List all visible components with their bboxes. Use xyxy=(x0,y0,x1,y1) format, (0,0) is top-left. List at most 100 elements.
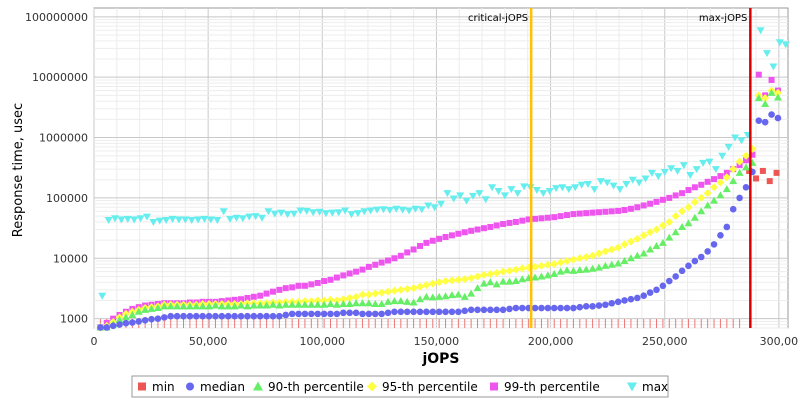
point-90-th-percentile xyxy=(626,254,635,262)
point-max xyxy=(347,211,356,219)
legend-entry: 90-th percentile xyxy=(253,380,364,394)
point-max xyxy=(206,216,215,224)
point-99-th-percentile xyxy=(295,282,302,289)
point-median xyxy=(314,310,322,318)
point-95-th-percentile xyxy=(633,234,642,243)
point-max xyxy=(756,27,765,35)
x-tick-label: 150,000 xyxy=(414,335,460,348)
x-tick-label: 100,000 xyxy=(300,335,346,348)
point-99-th-percentile xyxy=(429,237,436,244)
point-90-th-percentile xyxy=(486,278,495,286)
point-max xyxy=(200,215,209,223)
point-max xyxy=(481,196,490,204)
point-median xyxy=(288,310,296,318)
point-95-th-percentile xyxy=(460,275,469,284)
point-90-th-percentile xyxy=(639,249,648,257)
point-90-th-percentile xyxy=(575,265,584,273)
point-max xyxy=(194,216,203,224)
point-90-th-percentile xyxy=(773,93,782,101)
point-95-th-percentile xyxy=(422,281,431,290)
point-median xyxy=(685,262,692,270)
point-max xyxy=(142,213,151,221)
point-max xyxy=(264,208,273,216)
point-median xyxy=(576,303,584,311)
point-99-th-percentile xyxy=(576,210,583,217)
point-90-th-percentile xyxy=(556,267,565,275)
point-95-th-percentile xyxy=(486,269,495,278)
point-95-th-percentile xyxy=(447,276,456,285)
point-median xyxy=(595,302,603,309)
point-95-th-percentile xyxy=(690,198,699,207)
point-median xyxy=(461,307,469,315)
point-median xyxy=(755,117,763,125)
point-median xyxy=(308,310,315,318)
point-95-th-percentile xyxy=(499,267,508,276)
point-99-th-percentile xyxy=(749,151,756,158)
point-90-th-percentile xyxy=(415,295,424,303)
point-median xyxy=(244,312,251,320)
point-90-th-percentile xyxy=(249,301,258,309)
point-99-th-percentile xyxy=(391,255,398,262)
point-max xyxy=(737,137,746,145)
marker-label: critical-jOPS xyxy=(468,13,528,24)
point-99-th-percentile xyxy=(244,294,251,301)
point-median xyxy=(391,308,398,316)
point-95-th-percentile xyxy=(492,269,501,278)
point-99-th-percentile xyxy=(282,285,289,292)
point-median xyxy=(557,304,564,312)
point-95-th-percentile xyxy=(722,173,731,182)
point-90-th-percentile xyxy=(326,299,335,307)
point-95-th-percentile xyxy=(467,274,476,283)
point-99-th-percentile xyxy=(385,257,392,264)
point-median xyxy=(621,297,628,304)
point-99-th-percentile xyxy=(346,270,353,277)
point-95-th-percentile xyxy=(594,249,603,258)
point-median xyxy=(205,312,213,320)
point-90-th-percentile xyxy=(716,191,725,199)
point-max xyxy=(405,207,414,215)
point-90-th-percentile xyxy=(569,266,578,274)
point-95-th-percentile xyxy=(332,296,341,305)
point-99-th-percentile xyxy=(525,216,532,223)
point-90-th-percentile xyxy=(377,299,386,307)
point-99-th-percentile xyxy=(468,227,475,234)
point-max xyxy=(781,41,790,49)
point-median xyxy=(538,304,545,312)
point-99-th-percentile xyxy=(500,220,507,227)
point-95-th-percentile xyxy=(537,261,546,270)
point-median xyxy=(602,301,609,309)
point-99-th-percentile xyxy=(640,202,647,209)
point-median xyxy=(295,310,302,318)
lower-bound-ticks xyxy=(99,319,741,328)
point-max xyxy=(705,158,714,166)
point-median xyxy=(531,304,539,312)
x-axis-title: jOPS xyxy=(421,351,459,367)
point-99-th-percentile xyxy=(672,192,679,199)
point-99-th-percentile xyxy=(321,278,328,285)
legend-symbol xyxy=(186,382,194,391)
point-99-th-percentile xyxy=(327,276,334,283)
point-90-th-percentile xyxy=(563,266,572,274)
point-99-th-percentile xyxy=(621,207,628,214)
point-99-th-percentile xyxy=(595,209,602,216)
point-95-th-percentile xyxy=(550,260,559,269)
point-median xyxy=(435,308,443,316)
point-max xyxy=(283,211,292,219)
point-95-th-percentile xyxy=(601,247,610,256)
point-99-th-percentile xyxy=(423,239,430,246)
point-max xyxy=(667,165,676,173)
point-max xyxy=(762,50,771,58)
point-99-th-percentile xyxy=(717,173,724,180)
point-median xyxy=(154,315,162,322)
point-90-th-percentile xyxy=(313,300,322,308)
point-99-th-percentile xyxy=(538,215,545,222)
point-90-th-percentile xyxy=(658,238,667,246)
point-90-th-percentile xyxy=(499,277,508,285)
point-95-th-percentile xyxy=(658,221,667,230)
point-max xyxy=(123,215,132,223)
point-max xyxy=(149,218,158,226)
point-90-th-percentile xyxy=(550,269,559,277)
point-max xyxy=(417,206,426,214)
point-median xyxy=(346,309,353,317)
point-median xyxy=(634,294,641,302)
